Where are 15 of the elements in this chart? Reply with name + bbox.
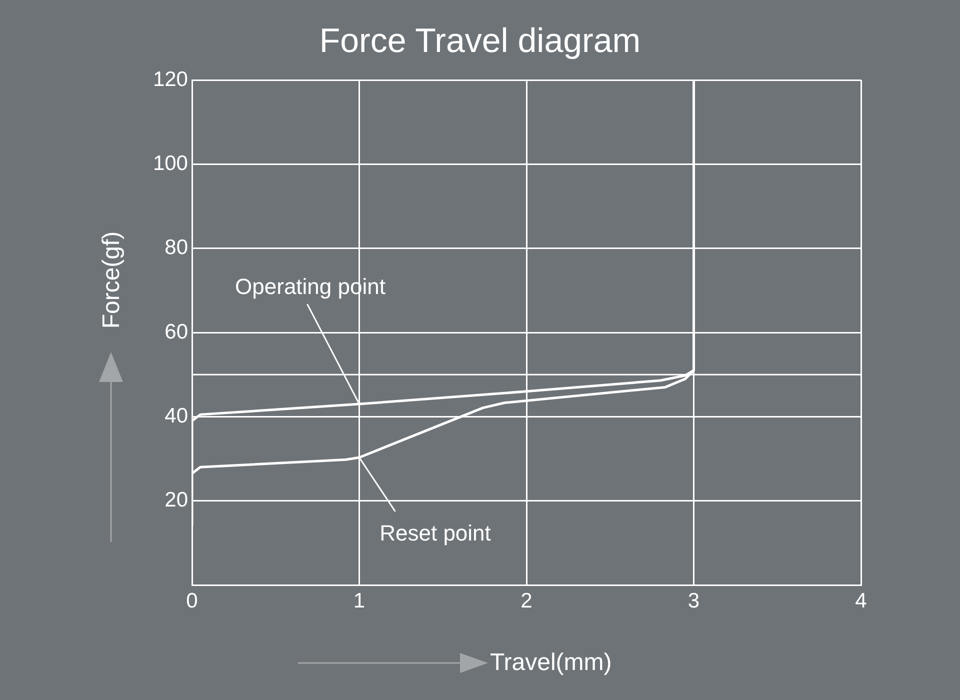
- x-tick-label: 4: [855, 589, 868, 612]
- annotation: Reset point: [380, 520, 491, 546]
- y-tick-label: 40: [164, 404, 188, 428]
- y-tick-label: 100: [152, 152, 188, 175]
- chart-title: Force Travel diagram: [318, 22, 642, 61]
- x-axis-title: Travel(mm): [490, 649, 612, 677]
- y-tick-label: 80: [164, 236, 188, 260]
- x-tick-label: 0: [186, 589, 198, 612]
- x-tick-label: 3: [688, 589, 700, 612]
- x-tick-label: 2: [520, 589, 532, 612]
- y-tick-label: 120: [152, 68, 188, 91]
- y-tick-label: 60: [164, 320, 188, 344]
- x-tick-label: 1: [353, 589, 366, 612]
- y-axis-title: Force(gf): [98, 231, 126, 329]
- y-tick-label: 20: [164, 488, 188, 512]
